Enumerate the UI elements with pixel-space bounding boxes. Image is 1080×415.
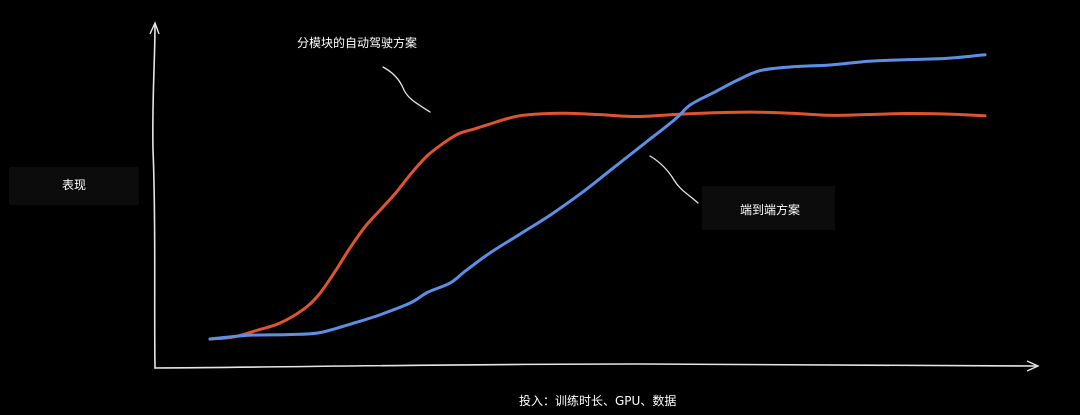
pointer-modular	[382, 66, 431, 113]
y-axis-label-box	[9, 167, 139, 205]
series-line-modular	[208, 110, 987, 341]
annotation-pointers	[382, 66, 699, 204]
x-axis-line	[154, 363, 1037, 369]
x-axis-arrow	[1026, 360, 1040, 372]
series-label-end-to-end: 端到端方案	[740, 203, 801, 217]
pointer-end-to-end	[649, 155, 699, 204]
series-layer	[208, 53, 987, 341]
series-label-box-end-to-end	[702, 186, 835, 230]
x-axis-label: 投入：训练时长、GPU、数据	[519, 394, 677, 408]
y-axis-arrow	[149, 21, 160, 35]
y-axis-label: 表现	[62, 178, 87, 192]
series-line-end-to-end	[208, 53, 987, 341]
y-axis-line	[152, 23, 156, 369]
series-label-modular: 分模块的自动驾驶方案	[297, 36, 418, 50]
axes	[149, 21, 1040, 372]
